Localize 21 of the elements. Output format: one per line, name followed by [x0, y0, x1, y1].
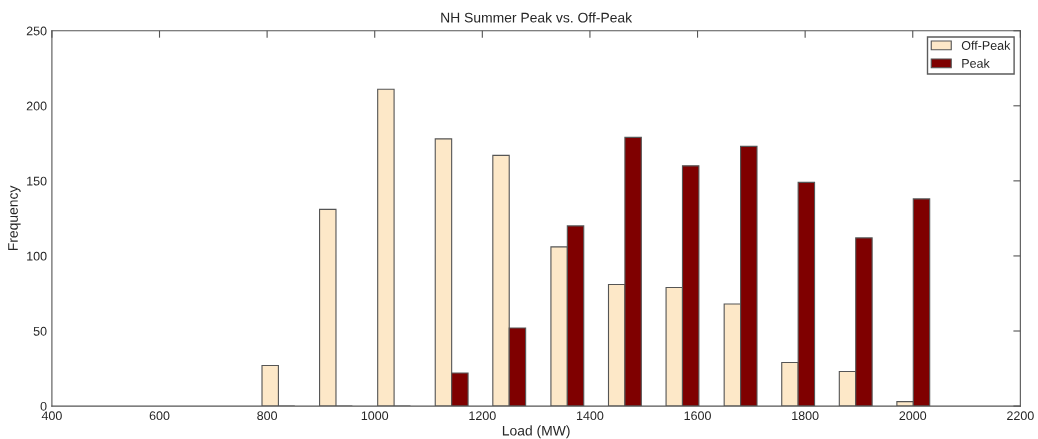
x-tick-label: 2000 — [899, 411, 927, 421]
y-tick-label: 0 — [40, 401, 47, 411]
y-tick-label: 200 — [26, 101, 47, 111]
x-axis-title: Load (MW) — [502, 425, 570, 439]
x-tick-label: 2200 — [1007, 411, 1034, 421]
y-tick-label: 100 — [27, 251, 47, 261]
x-tick-label: 800 — [257, 411, 278, 421]
legend-label: Peak — [962, 58, 990, 68]
x-tick-label: 1600 — [684, 411, 711, 421]
x-tick-label: 1000 — [361, 411, 389, 421]
x-tick-label: 1400 — [576, 411, 604, 421]
y-axis-title: Frequency — [8, 185, 21, 251]
x-tick-label: 400 — [41, 411, 62, 421]
x-tick-label: 600 — [149, 411, 170, 421]
y-tick-label: 150 — [27, 176, 47, 186]
legend-label: Off-Peak — [961, 40, 1011, 50]
y-tick-label: 250 — [26, 26, 47, 36]
chart-title: NH Summer Peak vs. Off-Peak — [441, 12, 633, 23]
y-tick-label: 50 — [33, 326, 47, 336]
x-tick-label: 1200 — [469, 411, 496, 421]
x-tick-label: 1800 — [792, 411, 819, 421]
